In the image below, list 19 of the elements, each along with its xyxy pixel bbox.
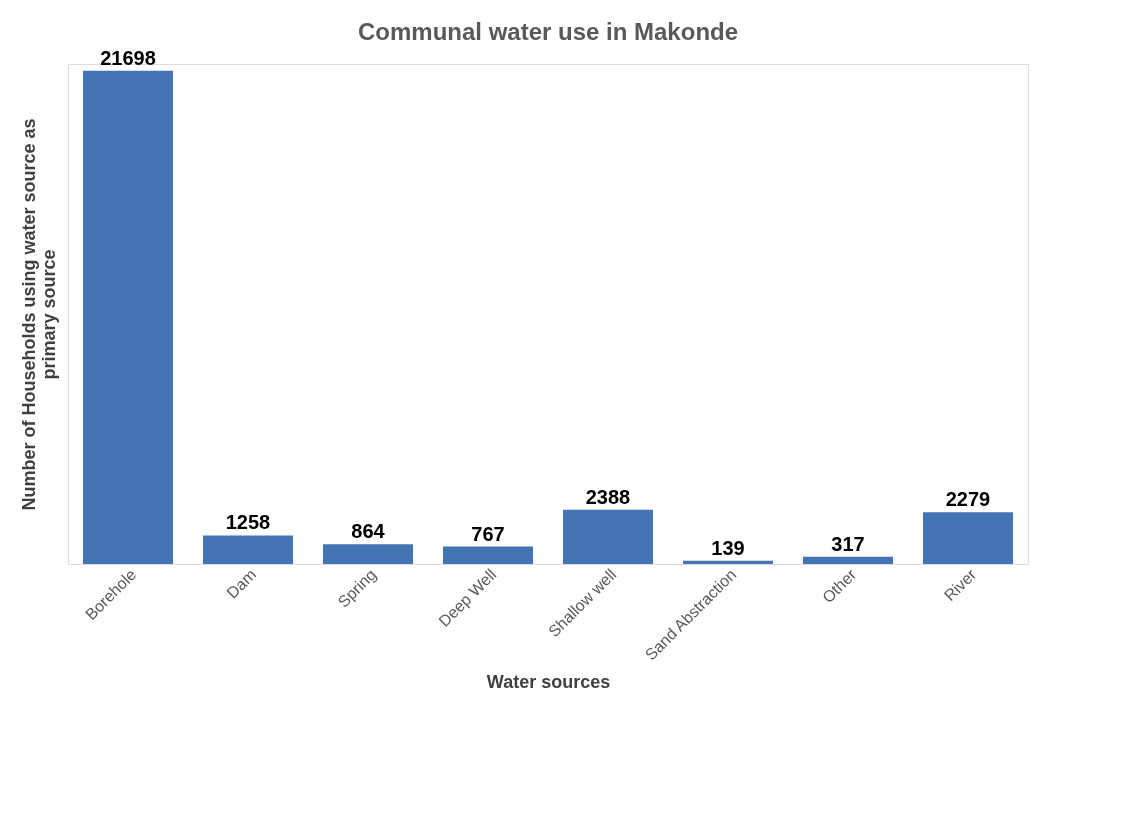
bar xyxy=(803,556,893,564)
bar xyxy=(83,70,173,564)
bar xyxy=(203,535,293,564)
chart-title: Communal water use in Makonde xyxy=(357,17,739,45)
data-label: 1258 xyxy=(225,511,271,534)
data-label: 2279 xyxy=(945,488,991,511)
data-label: 139 xyxy=(711,536,745,559)
data-label: 864 xyxy=(351,520,386,543)
bar xyxy=(563,509,653,564)
data-label: 767 xyxy=(471,522,505,545)
data-label: 21698 xyxy=(100,46,156,69)
data-label: 2388 xyxy=(585,485,631,508)
bar xyxy=(323,544,413,564)
bar xyxy=(443,546,533,564)
y-axis-title: Number of Households using water source as primary source xyxy=(18,118,59,511)
data-label: 317 xyxy=(831,532,865,555)
bar xyxy=(923,512,1013,564)
bar xyxy=(683,560,773,564)
x-axis-title: Water sources xyxy=(486,671,611,692)
